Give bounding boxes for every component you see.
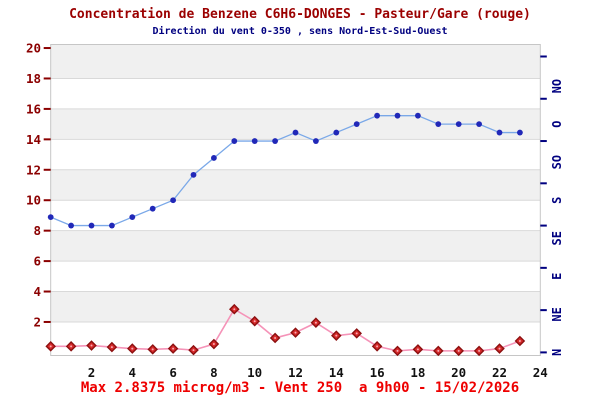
left-axis-label: 20: [26, 41, 41, 56]
plot-band-gray: [50, 169, 541, 201]
x-axis-label: 24: [533, 365, 548, 380]
benzene-point-center: [355, 332, 358, 335]
wind-direction-point: [109, 222, 115, 229]
x-axis-label: 14: [329, 365, 344, 380]
benzene-point-center: [233, 308, 236, 311]
plot-band-gray: [50, 230, 541, 262]
wind-direction-point: [435, 121, 442, 128]
x-axis-label: 4: [129, 365, 137, 380]
wind-direction-label: SO: [550, 155, 564, 169]
benzene-point-center: [253, 320, 256, 323]
max-info-text: Max 2.8375 microg/m3 - Vent 250 a 9h00 -…: [80, 380, 520, 396]
x-axis-label: 22: [492, 365, 507, 380]
wind-direction-label: E: [550, 273, 564, 280]
benzene-point-center: [151, 348, 154, 351]
left-axis-label: 2: [33, 314, 41, 329]
left-axis-label: 10: [26, 193, 41, 208]
benzene-point-center: [172, 347, 175, 350]
wind-direction-label: NE: [550, 307, 564, 321]
wind-direction-point: [313, 138, 319, 144]
wind-direction-point: [496, 129, 503, 136]
x-axis-label: 6: [169, 365, 177, 380]
left-axis-label: 4: [33, 284, 41, 299]
left-axis-label: 14: [26, 132, 41, 147]
benzene-point-center: [314, 321, 317, 324]
benzene-point-center: [457, 349, 460, 352]
wind-direction-point: [231, 138, 238, 144]
chart-title: Concentration de Benzene C6H6-DONGES - P…: [69, 7, 531, 22]
wind-direction-line: [50, 115, 520, 227]
benzene-point-center: [518, 339, 521, 342]
wind-direction-point: [292, 129, 299, 136]
x-axis-label: 18: [410, 365, 425, 380]
x-axis-label: 16: [370, 365, 385, 380]
benzene-point-center: [396, 349, 399, 352]
benzene-point-center: [192, 349, 195, 352]
wind-direction-point: [455, 121, 462, 128]
wind-direction-point: [211, 155, 217, 161]
left-axis-label: 6: [33, 254, 41, 269]
chart-subtitle: Direction du vent 0-350 , sens Nord-Est-…: [152, 26, 448, 37]
wind-direction-point: [129, 214, 136, 221]
wind-direction-label: O: [550, 121, 564, 128]
wind-direction-point: [476, 121, 482, 128]
benzene-point-center: [49, 345, 52, 348]
benzene-point-center: [212, 343, 215, 346]
x-axis-label: 2: [88, 365, 96, 380]
benzene-point-center: [110, 346, 113, 349]
benzene-point-center: [274, 336, 277, 339]
wind-direction-point: [68, 222, 74, 229]
wind-direction-label: SE: [550, 231, 564, 245]
left-axis-label: 18: [26, 71, 41, 86]
benzene-point-center: [478, 349, 481, 352]
wind-direction-point: [415, 112, 421, 119]
wind-direction-point: [333, 129, 340, 136]
benzene-point-center: [294, 331, 297, 334]
wind-direction-point: [394, 112, 401, 119]
wind-direction-point: [149, 205, 156, 212]
wind-direction-point: [88, 222, 95, 229]
wind-direction-point: [251, 138, 258, 144]
benzene-point-center: [90, 344, 93, 347]
wind-direction-point: [170, 197, 177, 204]
benzene-point-center: [376, 345, 379, 348]
benzene-point-center: [70, 345, 73, 348]
benzene-point-center: [498, 347, 501, 350]
wind-direction-point: [272, 138, 278, 144]
left-axis-label: 16: [26, 101, 41, 116]
x-axis-label: 12: [288, 365, 303, 380]
wind-direction-point: [517, 129, 523, 136]
benzene-point-center: [131, 347, 134, 350]
x-axis-label: 10: [247, 365, 262, 380]
benzene-point-center: [416, 348, 419, 351]
wind-direction-point: [190, 171, 197, 178]
plot-band-gray: [50, 291, 541, 322]
wind-direction-point: [47, 214, 54, 221]
x-axis-label: 20: [451, 365, 466, 380]
benzene-point-center: [335, 334, 338, 337]
left-axis-label: 12: [26, 162, 41, 177]
wind-direction-point: [353, 121, 360, 128]
left-axis-label: 8: [33, 223, 41, 238]
wind-direction-label: N: [550, 349, 564, 356]
benzene-point-center: [437, 349, 440, 352]
wind-direction-point: [374, 112, 380, 119]
plot-band-gray: [50, 44, 541, 79]
x-axis-label: 8: [210, 365, 218, 380]
wind-direction-label: NO: [550, 79, 564, 93]
wind-direction-label: S: [550, 197, 564, 204]
